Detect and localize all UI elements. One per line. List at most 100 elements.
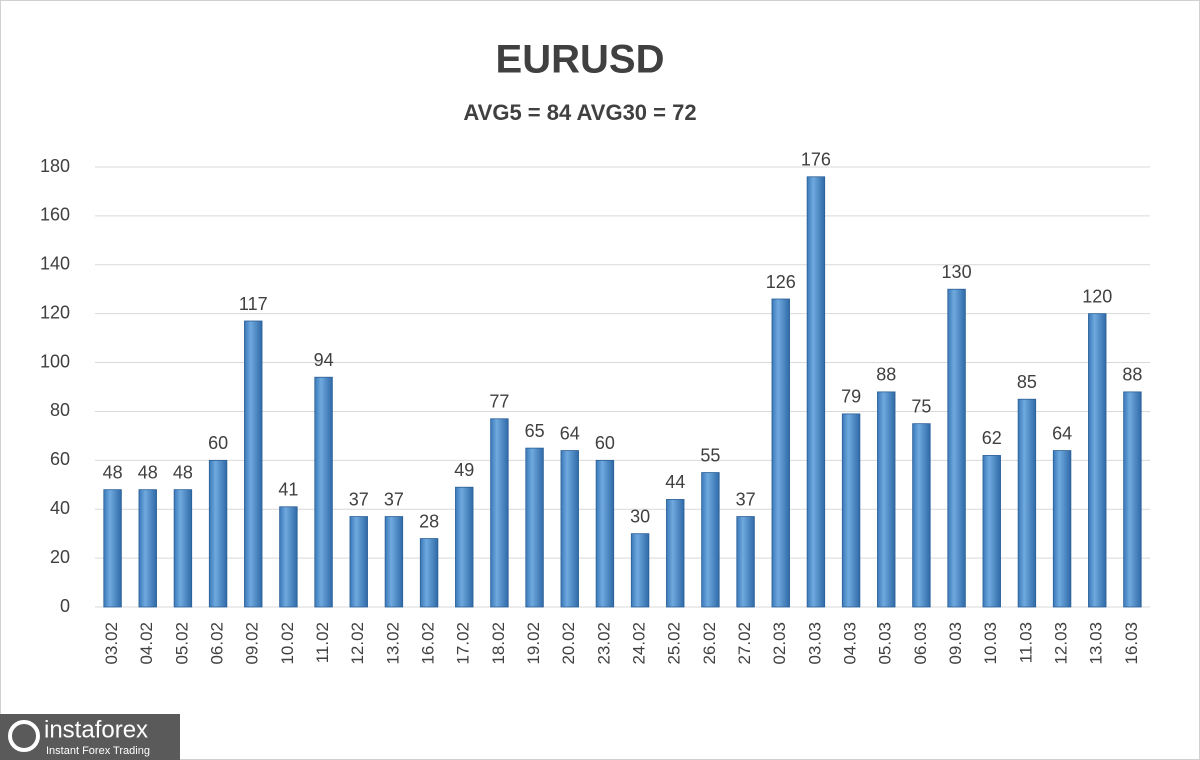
x-tick-label: 02.03 (770, 622, 789, 665)
value-label: 65 (525, 421, 545, 441)
x-tick-label: 19.02 (524, 622, 543, 665)
x-tick-label: 05.03 (876, 622, 895, 665)
x-tick-label: 03.02 (102, 622, 121, 665)
x-tick-label: 09.03 (946, 622, 965, 665)
bar (419, 538, 439, 608)
watermark-tagline: Instant Forex Trading (46, 745, 150, 757)
x-tick-label: 11.03 (1016, 622, 1035, 663)
bar (1088, 313, 1107, 608)
value-label: 126 (766, 272, 796, 292)
value-label: 30 (630, 506, 650, 526)
x-tick-label: 18.02 (489, 622, 508, 665)
x-tick-label: 25.02 (665, 622, 684, 665)
value-label: 49 (454, 460, 474, 480)
x-tick-label: 16.02 (419, 622, 438, 665)
x-tick-label: 12.02 (348, 622, 367, 665)
bar (841, 413, 861, 608)
value-label: 37 (349, 489, 369, 509)
bar (314, 376, 333, 608)
value-label: 60 (595, 433, 615, 453)
bar (982, 455, 1001, 608)
x-tick-label: 26.02 (700, 622, 719, 665)
value-label: 60 (208, 433, 228, 453)
y-tick-label: 20 (50, 547, 70, 567)
x-tick-label: 27.02 (735, 622, 754, 665)
y-tick-label: 160 (40, 205, 70, 225)
watermark-icon (8, 720, 40, 752)
bar (1123, 391, 1142, 608)
value-label: 75 (911, 396, 931, 416)
value-label: 88 (876, 365, 896, 385)
x-tick-label: 04.03 (841, 622, 860, 665)
x-tick-label: 06.02 (208, 622, 227, 665)
x-tick-label: 20.02 (559, 622, 578, 665)
bar (771, 298, 790, 608)
y-tick-label: 80 (50, 400, 70, 420)
bar (877, 391, 896, 608)
bar (384, 516, 404, 608)
bar (455, 486, 474, 608)
value-label: 79 (841, 387, 861, 407)
x-tick-label: 06.03 (911, 622, 930, 665)
value-label: 37 (384, 489, 404, 509)
chart-subtitle: AVG5 = 84 AVG30 = 72 (463, 100, 696, 125)
x-tick-label: 13.02 (383, 622, 402, 665)
value-label: 64 (560, 423, 580, 443)
bar (1017, 398, 1037, 608)
y-tick-label: 120 (40, 302, 70, 322)
watermark: instaforex Instant Forex Trading (0, 714, 180, 760)
value-label: 88 (1122, 365, 1142, 385)
value-label: 117 (239, 294, 268, 314)
value-label: 85 (1017, 372, 1037, 392)
value-label: 28 (419, 511, 439, 531)
bar (630, 533, 650, 608)
x-tick-label: 09.02 (243, 622, 262, 665)
bar (349, 516, 368, 608)
bar (560, 450, 579, 608)
value-label: 64 (1052, 423, 1072, 443)
bar (525, 447, 544, 608)
bar (736, 516, 755, 608)
bar (244, 320, 263, 608)
x-tick-label: 13.03 (1087, 622, 1106, 665)
x-tick-label: 11.02 (313, 622, 332, 663)
x-tick-label: 24.02 (630, 622, 649, 665)
x-tick-label: 03.03 (805, 622, 824, 665)
y-tick-label: 180 (40, 156, 70, 176)
x-tick-label: 23.02 (594, 622, 613, 665)
value-label: 37 (736, 489, 756, 509)
x-tick-label: 05.02 (172, 622, 191, 665)
watermark-brand: instaforex (44, 716, 148, 743)
bar (666, 499, 685, 608)
y-tick-label: 100 (40, 351, 70, 371)
bar (173, 489, 193, 608)
x-tick-label: 04.02 (137, 622, 156, 665)
bar (490, 418, 509, 608)
bar (138, 489, 157, 608)
value-label: 130 (942, 262, 972, 282)
bar (1052, 450, 1072, 608)
y-tick-label: 40 (50, 498, 70, 518)
bar (701, 472, 720, 608)
bar (103, 489, 122, 608)
bar (208, 459, 228, 608)
bar (279, 506, 298, 608)
value-label: 77 (489, 392, 509, 412)
y-tick-label: 140 (40, 254, 70, 274)
bar (595, 459, 615, 608)
value-label: 44 (665, 472, 685, 492)
value-label: 41 (278, 480, 298, 500)
y-tick-label: 0 (60, 596, 70, 616)
x-tick-label: 12.03 (1052, 622, 1071, 665)
value-label: 55 (700, 445, 720, 465)
bar (912, 423, 931, 608)
value-label: 120 (1082, 286, 1112, 306)
x-tick-label: 17.02 (454, 622, 473, 665)
value-label: 176 (801, 150, 831, 170)
value-label: 48 (103, 462, 123, 482)
x-tick-label: 10.02 (278, 622, 297, 665)
value-label: 94 (314, 350, 334, 370)
value-label: 62 (982, 428, 1002, 448)
bar (947, 288, 966, 608)
